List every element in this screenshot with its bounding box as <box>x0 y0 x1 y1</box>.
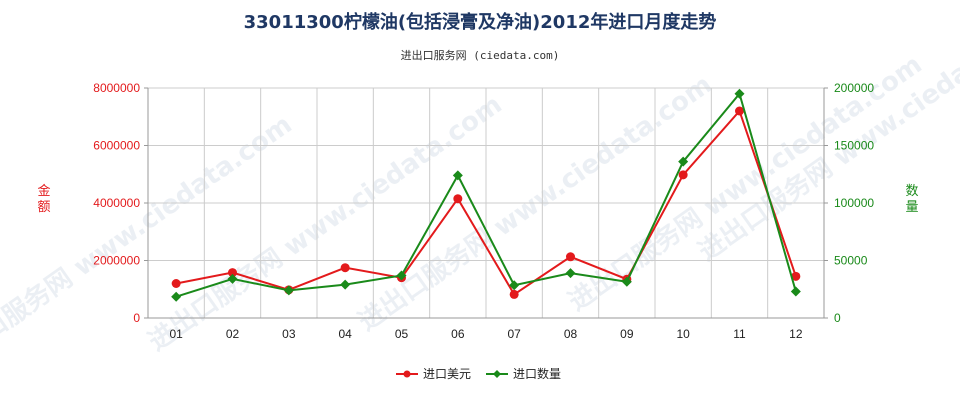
x-tick-label: 07 <box>507 327 521 341</box>
series-2-point <box>509 280 520 291</box>
series-2-point <box>678 156 689 167</box>
chart-title: 33011300柠檬油(包括浸膏及净油)2012年进口月度走势 <box>243 12 717 33</box>
series-1-point <box>228 268 237 278</box>
left-tick-label: 8000000 <box>93 81 140 95</box>
chart-series <box>171 88 801 302</box>
right-tick-label: 200000 <box>834 81 874 95</box>
series-1-point <box>791 271 801 281</box>
right-tick-label: 150000 <box>834 139 874 153</box>
x-tick-label: 04 <box>338 327 352 341</box>
legend-marker <box>493 370 501 378</box>
legend-label: 进口美元 <box>423 367 471 381</box>
series-1-point <box>171 279 181 288</box>
series-2-point <box>227 273 238 284</box>
chart-legend: 进口美元 进口数量 <box>396 366 561 381</box>
x-tick-label: 02 <box>226 327 240 341</box>
series-1-point <box>566 252 575 262</box>
x-tick-label: 08 <box>564 327 578 341</box>
left-tick-label: 4000000 <box>93 196 140 210</box>
series-2-point <box>790 286 801 297</box>
left-tick-label: 2000000 <box>93 254 140 268</box>
left-tick-label: 6000000 <box>93 139 140 153</box>
series-2-point <box>621 276 632 287</box>
x-tick-label: 09 <box>620 327 634 341</box>
series-2-point <box>171 291 182 302</box>
series-2-point <box>283 285 294 296</box>
legend-label: 进口数量 <box>513 366 561 381</box>
x-tick-label: 06 <box>451 327 465 341</box>
series-2-point <box>340 279 351 290</box>
chart-axes: 0 2000000 4000000 6000000 8000000 0 50000 10000… <box>37 81 918 341</box>
x-tick-label: 10 <box>676 327 690 341</box>
legend-marker <box>403 370 411 378</box>
series-line-2 <box>175 91 797 298</box>
x-tick-label: 01 <box>169 327 183 341</box>
series-2-point <box>565 268 576 279</box>
left-axis-title: 金额 <box>37 183 50 215</box>
right-axis-title: 数量 <box>905 184 918 215</box>
right-tick-label: 0 <box>834 311 841 325</box>
series-1-point <box>453 194 463 204</box>
x-tick-label: 03 <box>282 327 296 341</box>
series-1-point <box>735 106 744 116</box>
series-2-point <box>396 270 407 281</box>
chart-subtitle: 进出口服务网 (ciedata.com) <box>400 49 560 62</box>
series-2-point <box>734 88 745 99</box>
x-tick-label: 12 <box>789 327 803 341</box>
series-1-point <box>678 170 688 180</box>
series-line-1 <box>175 109 797 296</box>
x-tick-label: 05 <box>395 327 409 341</box>
series-1-point <box>340 263 350 273</box>
series-1-point <box>509 289 519 299</box>
watermark-text: 进出口服务网 www.ciedata.com <box>143 90 507 358</box>
left-tick-label: 0 <box>133 311 140 325</box>
x-tick-label: 11 <box>733 327 746 341</box>
right-tick-label: 100000 <box>834 196 874 210</box>
right-tick-label: 50000 <box>834 254 868 268</box>
series-2-point <box>452 170 463 181</box>
